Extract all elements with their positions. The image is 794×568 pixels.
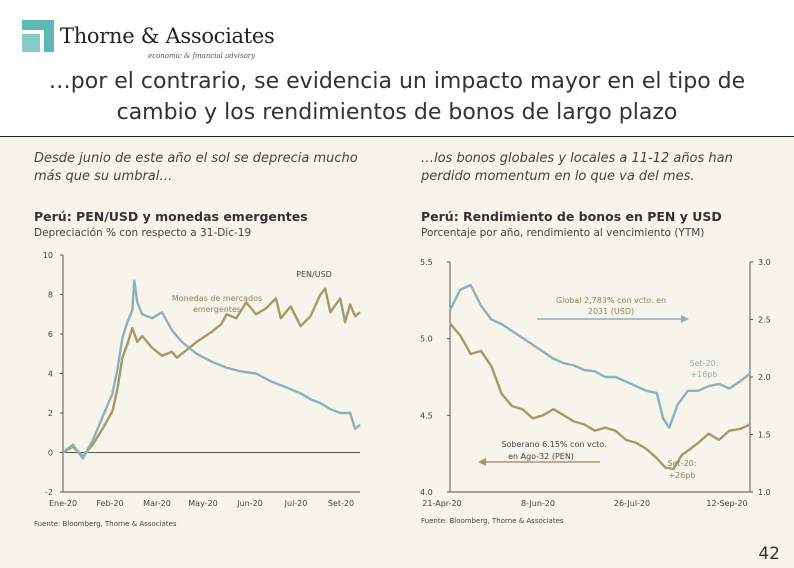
right-left-tick-label: 5.0 bbox=[420, 335, 433, 344]
label-soberano-line-2: en Ago-32 (PEN) bbox=[508, 452, 574, 461]
left-x-tick-label: Jul-20 bbox=[284, 499, 308, 508]
company-tagline: economic & financial advisory bbox=[148, 52, 256, 60]
label-set20-16pb-line-1: Set-20: bbox=[690, 359, 719, 368]
arrow-left-icon bbox=[478, 458, 486, 466]
left-y-tick-label: 4 bbox=[48, 370, 53, 379]
label-set20-26pb-line-2: +26pb bbox=[668, 471, 695, 480]
left-y-tick-label: 0 bbox=[48, 449, 53, 458]
series-line-global-usd bbox=[448, 283, 751, 429]
label-emerging-line-1: Monedas de mercados bbox=[172, 294, 262, 303]
page-number: 42 bbox=[758, 544, 780, 564]
label-set20-26pb-line-1: Set-20: bbox=[668, 459, 697, 468]
company-name: Thorne & Associates bbox=[60, 24, 275, 48]
left-x-tick-label: May-20 bbox=[188, 499, 217, 508]
arrow-right-icon bbox=[681, 315, 689, 323]
right-x-tick-label: 26-Jul-20 bbox=[614, 499, 650, 508]
left-x-tick-label: Jun-20 bbox=[236, 499, 263, 508]
left-chart-series bbox=[62, 279, 361, 460]
series-line-emerging bbox=[62, 279, 361, 460]
slide-title-line-1: …por el contrario, se evidencia un impac… bbox=[48, 69, 746, 94]
series-line-pen-usd bbox=[62, 287, 361, 458]
right-left-tick-label: 4.5 bbox=[420, 411, 433, 420]
company-logo-icon bbox=[22, 20, 54, 52]
right-source: Fuente: Bloomberg, Thorne & Associates bbox=[421, 517, 564, 525]
series-line-soberano-pen bbox=[449, 322, 751, 471]
label-soberano-line-1: Soberano 6.15% con vcto. bbox=[501, 440, 606, 449]
left-x-tick-label: Mar-20 bbox=[143, 499, 171, 508]
left-y-tick-label: 6 bbox=[48, 330, 53, 339]
right-right-tick-label: 1.0 bbox=[758, 488, 771, 497]
left-source: Fuente: Bloomberg, Thorne & Associates bbox=[34, 520, 177, 528]
left-y-tick-label: 10 bbox=[43, 251, 53, 260]
right-left-tick-label: 5.5 bbox=[420, 258, 433, 267]
left-y-tick-label: 2 bbox=[48, 409, 53, 418]
left-x-tick-label: Set-20 bbox=[328, 499, 354, 508]
right-chart-axes: 4.0 4.5 5.0 5.5 1.0 1.5 2.0 2.5 3.0 21-Apr-20 8-Ju… bbox=[420, 258, 771, 508]
label-global-bond-line-2: 2031 (USD) bbox=[588, 307, 634, 316]
left-x-tick-label: Ene-20 bbox=[49, 499, 77, 508]
right-right-tick-label: 1.5 bbox=[758, 431, 771, 440]
slide-header: Thorne & Associates economic & financial… bbox=[0, 0, 794, 137]
slide-title: …por el contrario, se evidencia un impac… bbox=[0, 66, 794, 128]
left-chart-title: Perú: PEN/USD y monedas emergentes bbox=[34, 209, 308, 224]
label-emerging-line-2: emergentes bbox=[193, 305, 241, 314]
right-left-tick-label: 4.0 bbox=[420, 488, 433, 497]
label-global-bond-line-1: Global 2,783% con vcto. en bbox=[556, 296, 666, 305]
right-chart-series bbox=[448, 283, 751, 471]
right-x-tick-label: 8-Jun-20 bbox=[521, 499, 555, 508]
left-x-tick-label: Feb-20 bbox=[96, 499, 123, 508]
label-set20-16pb-line-2: +16pb bbox=[690, 370, 717, 379]
slide-title-line-2: cambio y los rendimientos de bonos de la… bbox=[116, 100, 678, 125]
left-lead-text: Desde junio de este año el sol se deprec… bbox=[34, 151, 358, 184]
left-chart-subtitle: Depreciación % con respecto a 31-Dic-19 bbox=[34, 227, 252, 239]
right-chart-title: Perú: Rendimiento de bonos en PEN y USD bbox=[421, 209, 722, 224]
right-right-tick-label: 2.5 bbox=[758, 316, 771, 325]
left-y-tick-label: 8 bbox=[48, 291, 53, 300]
right-x-tick-label: 12-Sep-20 bbox=[706, 499, 747, 508]
right-chart-subtitle: Porcentaje por año, rendimiento al venci… bbox=[421, 227, 705, 239]
right-right-tick-label: 3.0 bbox=[758, 258, 771, 267]
label-pen-usd: PEN/USD bbox=[296, 270, 332, 279]
right-x-tick-label: 21-Apr-20 bbox=[422, 499, 461, 508]
right-right-tick-label: 2.0 bbox=[758, 373, 771, 382]
left-y-tick-label: -2 bbox=[45, 488, 53, 497]
right-lead-text: …los bonos globales y locales a 11-12 añ… bbox=[421, 151, 733, 184]
